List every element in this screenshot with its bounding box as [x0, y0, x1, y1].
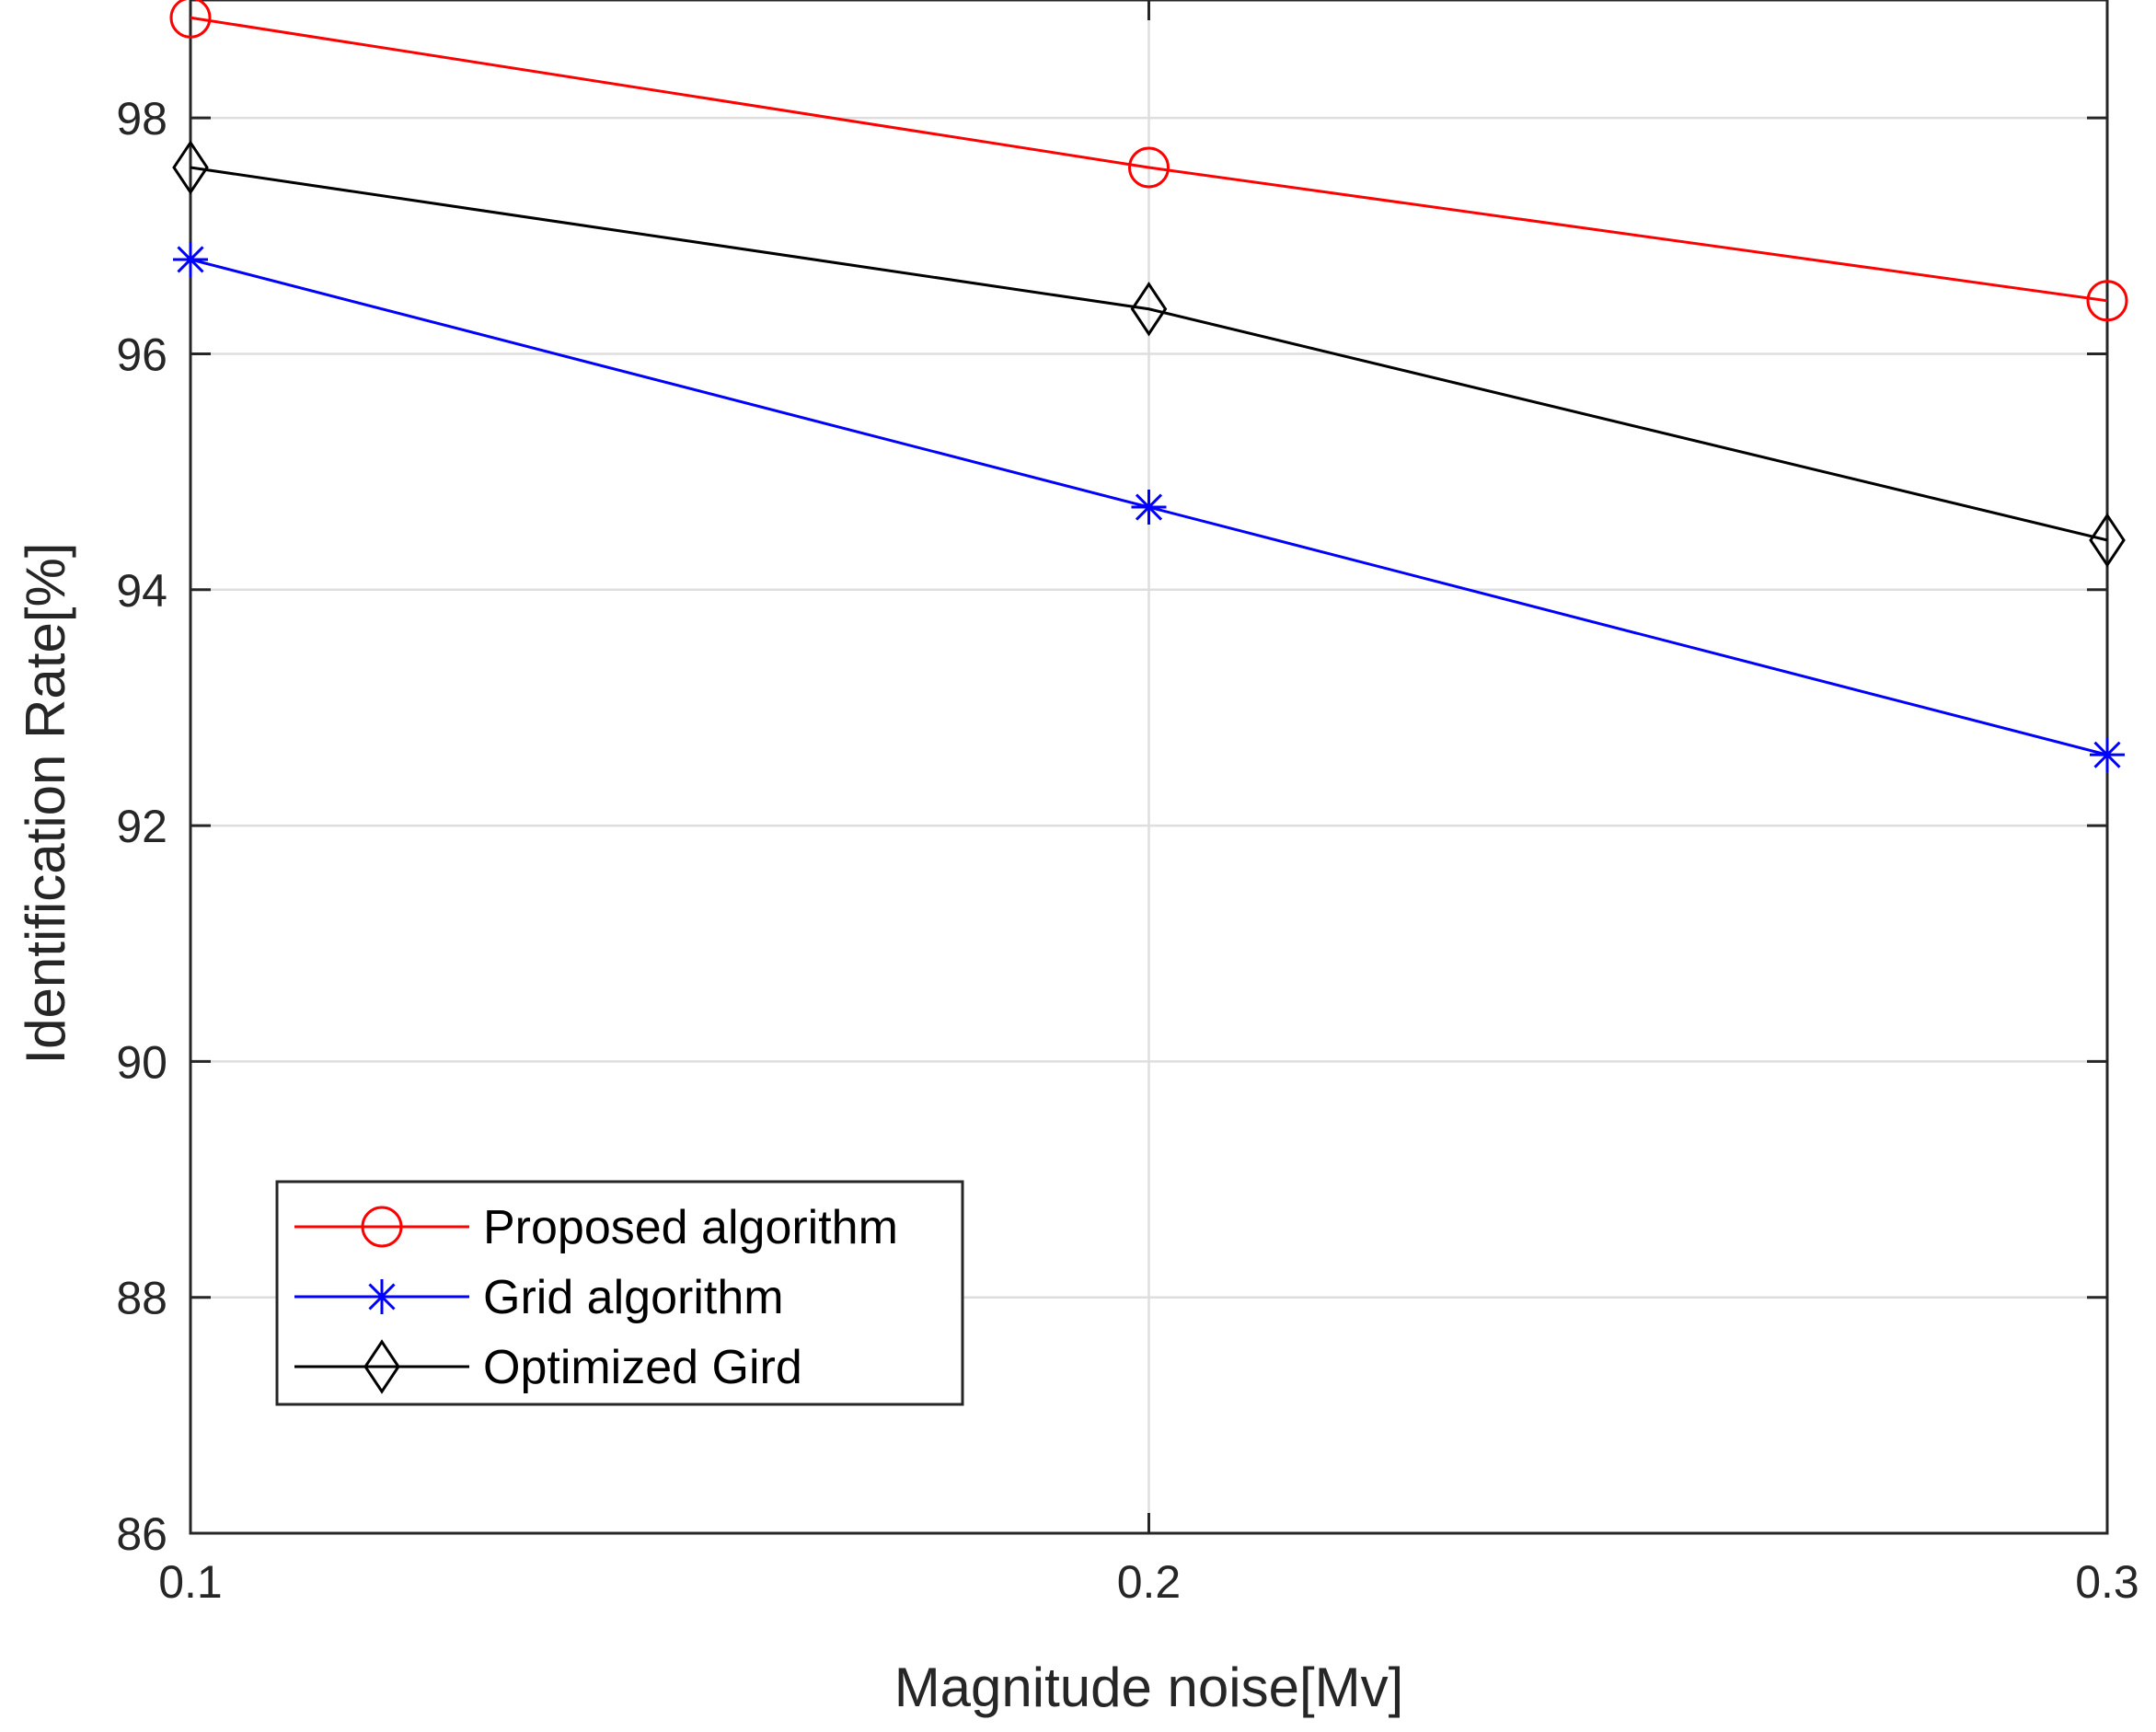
data-point — [173, 241, 208, 277]
x-tick-label: 0.3 — [2075, 1556, 2139, 1608]
y-axis-title: Identification Rate[%] — [15, 543, 76, 1065]
data-point — [169, 0, 212, 39]
series-3 — [172, 140, 2126, 568]
series-line — [190, 16, 2108, 303]
y-tick-label: 86 — [116, 1508, 167, 1560]
tick-labels: 86 88 90 92 94 96 98 0.1 0.2 0.3 — [116, 93, 2139, 1608]
data-point — [172, 140, 209, 195]
data-point — [2086, 280, 2128, 322]
legend: Proposed algorithm Grid algorithm Optimize… — [275, 1180, 964, 1406]
y-tick-label: 98 — [116, 93, 167, 144]
legend-entry: Grid algorithm — [483, 1271, 784, 1324]
data-point — [2090, 737, 2125, 773]
x-tick-label: 0.2 — [1117, 1556, 1182, 1608]
grid-lines — [190, 0, 2107, 1533]
y-tick-label: 90 — [116, 1036, 167, 1088]
tick-marks — [189, 0, 2109, 1535]
y-tick-label: 92 — [116, 801, 167, 852]
series-2 — [173, 241, 2125, 773]
legend-entry: Optimized Gird — [483, 1341, 802, 1394]
series-lines — [169, 0, 2128, 773]
data-point — [2089, 513, 2126, 568]
data-point — [1130, 282, 1168, 337]
series-line — [190, 166, 2108, 542]
legend-marker — [364, 1279, 399, 1314]
legend-marker — [361, 1206, 403, 1248]
series-1 — [169, 0, 2128, 322]
data-point — [1128, 146, 1170, 189]
legend-marker — [363, 1339, 400, 1394]
data-point — [1131, 490, 1167, 525]
y-tick-label: 94 — [116, 565, 167, 617]
y-tick-label: 88 — [116, 1273, 167, 1324]
legend-entry: Proposed algorithm — [483, 1201, 898, 1254]
x-tick-label: 0.1 — [158, 1556, 223, 1608]
x-axis-title: Magnitude noise[Mv] — [894, 1657, 1404, 1718]
y-tick-label: 96 — [116, 329, 167, 380]
